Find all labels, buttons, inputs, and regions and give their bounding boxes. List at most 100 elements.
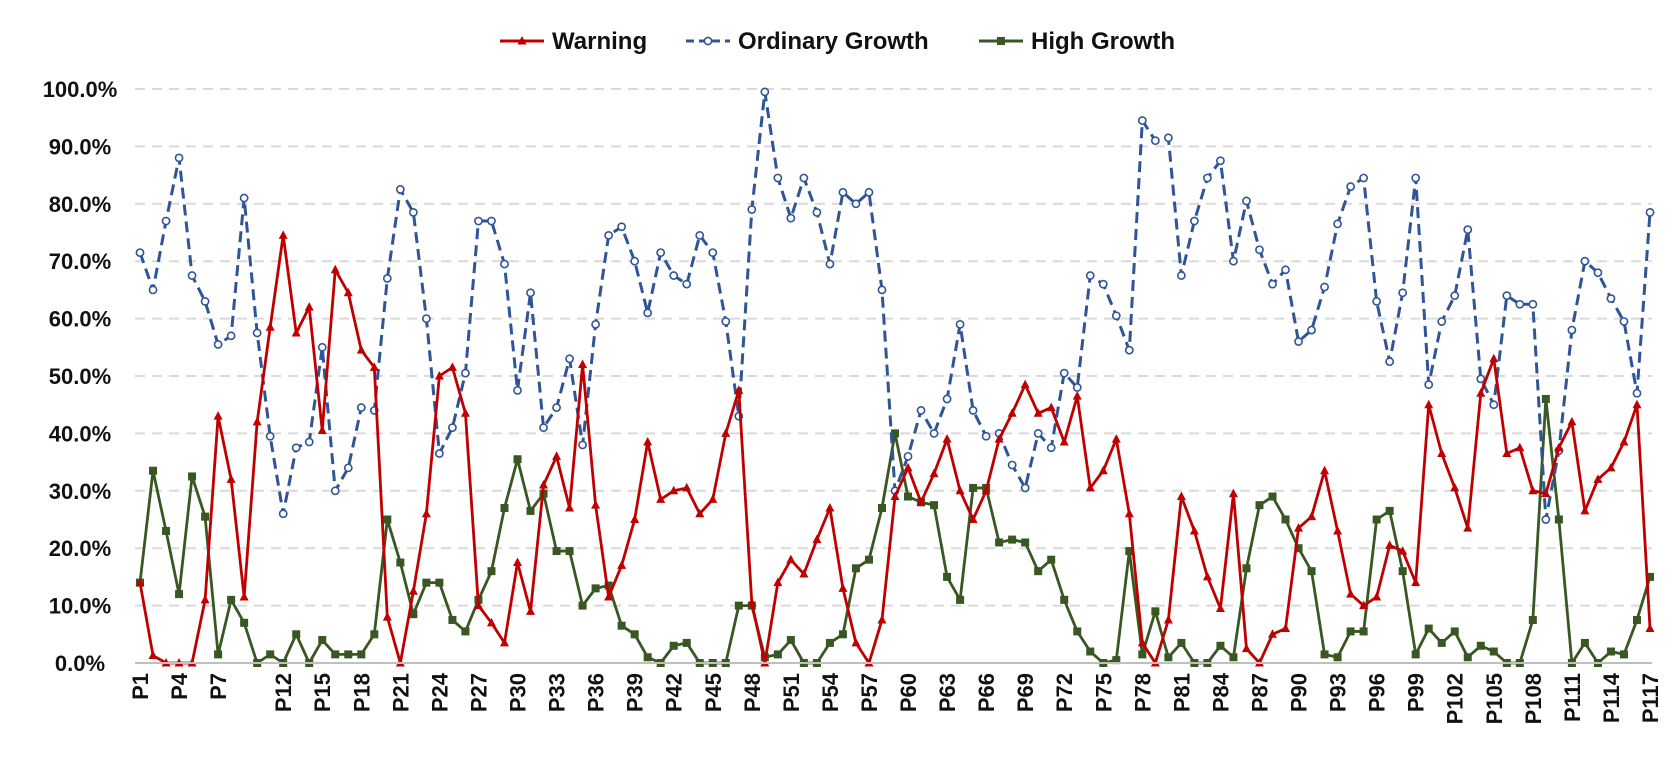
- data-point-ordinary-growth: [448, 423, 457, 433]
- data-point-warning: [877, 614, 887, 624]
- series-line-high-growth: [138, 397, 1652, 665]
- data-point-high-growth: [344, 650, 353, 659]
- data-point-high-growth: [1411, 650, 1420, 659]
- data-point-ordinary-growth: [1307, 325, 1316, 335]
- data-point-ordinary-growth: [1007, 460, 1017, 470]
- data-point-warning: [473, 600, 483, 610]
- data-point-warning: [903, 462, 913, 472]
- data-point-warning: [213, 411, 223, 420]
- data-point-high-growth: [1437, 638, 1446, 647]
- data-point-warning: [1085, 482, 1095, 492]
- data-point-high-growth: [825, 638, 834, 647]
- data-point-warning: [486, 617, 496, 627]
- data-point-high-growth: [1424, 624, 1433, 633]
- data-point-ordinary-growth: [1385, 357, 1395, 367]
- data-point-warning: [1645, 623, 1655, 633]
- data-point-warning: [421, 508, 431, 518]
- x-tick-label: P108: [1521, 673, 1546, 724]
- data-point-warning: [1098, 465, 1108, 475]
- data-point-high-growth: [461, 627, 470, 636]
- data-point-ordinary-growth: [1098, 279, 1108, 289]
- data-point-warning: [1046, 402, 1056, 412]
- data-point-warning: [1020, 379, 1030, 389]
- data-point-high-growth: [1398, 567, 1407, 576]
- data-point-warning: [526, 606, 536, 615]
- data-point-high-growth: [266, 650, 275, 659]
- data-point-ordinary-growth: [1150, 136, 1160, 146]
- data-point-ordinary-growth: [565, 354, 574, 364]
- data-point-high-growth: [943, 572, 952, 581]
- legend-marker-ordinary-growth: [703, 36, 713, 46]
- data-point-ordinary-growth: [1398, 288, 1408, 298]
- data-point-warning: [773, 577, 783, 587]
- data-point-ordinary-growth: [304, 437, 314, 447]
- data-point-ordinary-growth: [1176, 271, 1186, 280]
- data-point-ordinary-growth: [942, 394, 952, 404]
- x-tick-label: P63: [935, 673, 960, 712]
- data-point-warning: [1528, 485, 1538, 495]
- data-point-high-growth: [1606, 647, 1615, 656]
- data-point-ordinary-growth: [1476, 374, 1486, 384]
- data-point-high-growth: [565, 547, 574, 556]
- data-point-high-growth: [1346, 627, 1355, 636]
- x-tick-label: P75: [1091, 673, 1116, 712]
- data-point-high-growth: [1359, 627, 1368, 636]
- data-point-warning: [135, 577, 145, 587]
- data-point-ordinary-growth: [1189, 216, 1199, 226]
- series-warning: [135, 230, 1655, 667]
- data-point-ordinary-growth: [421, 314, 431, 323]
- data-point-high-growth: [1450, 627, 1459, 636]
- data-point-high-growth: [877, 504, 886, 513]
- data-point-high-growth: [630, 630, 639, 639]
- data-point-warning: [369, 362, 379, 371]
- x-tick-label: P12: [271, 673, 296, 712]
- data-point-high-growth: [1489, 647, 1498, 656]
- data-point-warning: [890, 491, 900, 501]
- data-point-ordinary-growth: [265, 431, 275, 441]
- data-point-ordinary-growth: [1242, 196, 1251, 206]
- x-tick-label: P111: [1560, 673, 1585, 722]
- data-point-warning: [304, 302, 314, 311]
- data-point-ordinary-growth: [1268, 279, 1277, 289]
- data-point-warning: [1320, 465, 1330, 475]
- data-point-high-growth: [162, 526, 171, 535]
- data-point-warning: [565, 503, 575, 512]
- x-tick-label: P90: [1287, 673, 1312, 712]
- data-point-ordinary-growth: [135, 248, 145, 257]
- data-point-warning: [1137, 637, 1147, 647]
- data-point-ordinary-growth: [1359, 173, 1369, 183]
- x-tick-label: P42: [662, 673, 687, 712]
- data-point-high-growth: [487, 567, 496, 576]
- x-tick-label: P45: [701, 673, 726, 712]
- data-point-ordinary-growth: [161, 216, 171, 226]
- data-point-warning: [851, 637, 861, 647]
- legend-label-high-growth: High Growth: [1031, 28, 1175, 55]
- x-tick-label: P21: [388, 673, 413, 712]
- data-point-ordinary-growth: [1645, 208, 1655, 217]
- data-point-ordinary-growth: [1424, 380, 1434, 390]
- data-point-warning: [656, 494, 666, 503]
- data-point-ordinary-growth: [695, 230, 705, 240]
- data-point-ordinary-growth: [825, 259, 835, 269]
- data-point-warning: [643, 437, 653, 446]
- data-point-warning: [682, 482, 692, 492]
- data-point-high-growth: [422, 578, 431, 587]
- data-point-warning: [981, 485, 991, 495]
- data-point-ordinary-growth: [786, 213, 796, 223]
- data-point-ordinary-growth: [1489, 400, 1499, 410]
- data-point-ordinary-growth: [461, 368, 470, 378]
- data-point-warning: [317, 425, 327, 435]
- data-point-warning: [1007, 408, 1017, 417]
- data-point-ordinary-growth: [1593, 268, 1603, 278]
- data-point-warning: [1124, 508, 1134, 518]
- data-point-warning: [539, 480, 549, 489]
- data-point-warning: [1450, 482, 1460, 492]
- data-point-high-growth: [1125, 547, 1134, 556]
- data-point-high-growth: [1021, 538, 1030, 547]
- data-point-high-growth: [526, 506, 535, 515]
- data-point-high-growth: [357, 650, 366, 659]
- data-point-high-growth: [851, 564, 860, 573]
- data-point-high-growth: [1034, 567, 1043, 576]
- data-point-high-growth: [1164, 653, 1173, 662]
- x-tick-label: P114: [1599, 672, 1624, 723]
